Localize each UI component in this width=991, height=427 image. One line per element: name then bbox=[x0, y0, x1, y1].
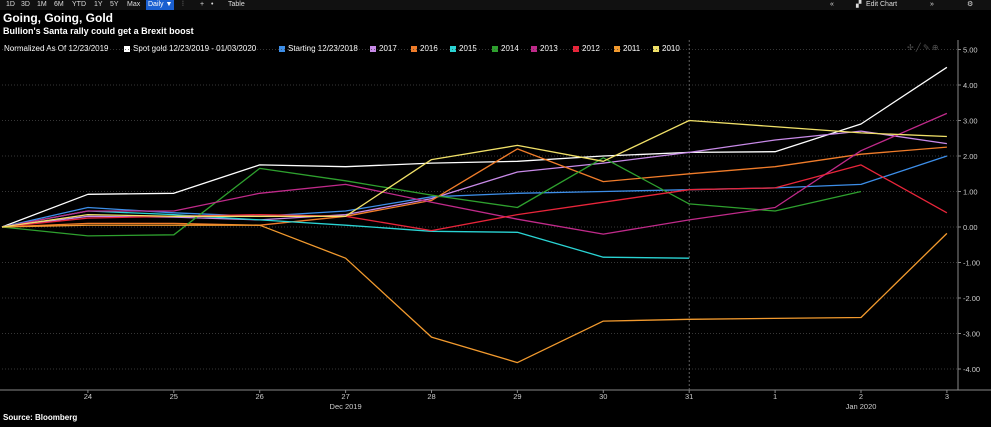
legend-item[interactable]: 2016 bbox=[411, 43, 438, 55]
legend-swatch bbox=[411, 45, 417, 52]
legend-swatch bbox=[614, 45, 620, 52]
table-button[interactable]: Table bbox=[228, 1, 245, 8]
legend-item[interactable]: 2010 bbox=[653, 43, 680, 55]
legend-label: 2015 bbox=[459, 44, 477, 53]
range-button-6m[interactable]: 6M bbox=[54, 1, 64, 8]
legend-item[interactable]: 2013 bbox=[531, 43, 558, 55]
source-note: Source: Bloomberg bbox=[3, 413, 78, 422]
legend-swatch bbox=[124, 45, 130, 52]
legend-label: 2013 bbox=[540, 44, 558, 53]
x-tick-label: 27 bbox=[341, 392, 349, 401]
legend-label: 2014 bbox=[501, 44, 519, 53]
chart-title: Going, Going, Gold bbox=[3, 11, 113, 25]
legend-item[interactable]: 2017 bbox=[370, 43, 397, 55]
legend-item[interactable]: 2014 bbox=[492, 43, 519, 55]
range-button-ytd[interactable]: YTD bbox=[72, 1, 86, 8]
legend-swatch bbox=[370, 45, 376, 52]
double-chevron-left-icon[interactable]: « bbox=[830, 1, 834, 8]
legend-label: 2017 bbox=[379, 44, 397, 53]
legend-label: 2012 bbox=[582, 44, 600, 53]
x-tick-label: 3 bbox=[945, 392, 949, 401]
frequency-dropdown[interactable]: Daily ▼ bbox=[146, 0, 175, 10]
x-group-label: Jan 2020 bbox=[846, 402, 877, 411]
y-tick-label: 2.00 bbox=[963, 152, 978, 161]
gear-icon[interactable]: ⚙ bbox=[967, 1, 974, 8]
legend-label: Starting 12/23/2018 bbox=[288, 44, 358, 53]
y-tick-label: -3.00 bbox=[963, 330, 980, 339]
add-icon[interactable]: + bbox=[200, 1, 205, 8]
x-tick-label: 29 bbox=[513, 392, 521, 401]
x-tick-label: 1 bbox=[773, 392, 777, 401]
toolbar: 1D 3D 1M 6M YTD 1Y 5Y Max Daily ▼ ⫶ + • … bbox=[0, 0, 991, 10]
y-tick-label: 0.00 bbox=[963, 223, 978, 232]
range-button-max[interactable]: Max bbox=[127, 1, 141, 8]
legend-swatch bbox=[450, 45, 456, 52]
legend-swatch bbox=[279, 45, 285, 52]
legend-item[interactable]: Spot gold 12/23/2019 - 01/03/2020 bbox=[124, 43, 256, 55]
legend-normalized-label: Normalized As Of 12/23/2019 bbox=[4, 44, 109, 53]
x-tick-label: 24 bbox=[84, 392, 92, 401]
legend-item[interactable]: 2015 bbox=[450, 43, 477, 55]
legend-item[interactable]: 2011 bbox=[614, 43, 640, 55]
x-tick-label: 31 bbox=[685, 392, 693, 401]
x-tick-label: 30 bbox=[599, 392, 607, 401]
x-tick-label: 28 bbox=[427, 392, 435, 401]
series-line bbox=[1, 112, 948, 235]
chart-tool-icons[interactable]: ✢ ╱ ✎ ⊕ bbox=[907, 43, 939, 52]
x-group-label: Dec 2019 bbox=[330, 402, 362, 411]
y-tick-label: 4.00 bbox=[963, 81, 978, 90]
range-button-3d[interactable]: 3D bbox=[21, 1, 30, 8]
edit-chart-icon[interactable]: ▞ bbox=[856, 1, 862, 8]
series-line bbox=[1, 146, 947, 228]
series-line bbox=[1, 224, 948, 364]
range-button-1m[interactable]: 1M bbox=[37, 1, 47, 8]
legend-swatch bbox=[531, 45, 537, 52]
y-tick-label: -1.00 bbox=[963, 259, 980, 268]
legend-label: 2011 bbox=[623, 44, 641, 53]
legend-label: 2010 bbox=[662, 44, 680, 53]
x-tick-label: 26 bbox=[256, 392, 264, 401]
y-tick-label: 1.00 bbox=[963, 188, 978, 197]
legend-label: 2016 bbox=[420, 44, 438, 53]
legend-swatch bbox=[492, 45, 498, 52]
range-button-1y[interactable]: 1Y bbox=[94, 1, 103, 8]
legend-item[interactable]: 2012 bbox=[573, 43, 600, 55]
range-button-5y[interactable]: 5Y bbox=[110, 1, 119, 8]
x-tick-label: 2 bbox=[859, 392, 863, 401]
bar-chart-icon[interactable]: ⫶ bbox=[182, 1, 184, 8]
series-line bbox=[1, 119, 947, 228]
series-line bbox=[1, 130, 947, 228]
range-button-1d[interactable]: 1D bbox=[6, 1, 15, 8]
more-icon[interactable]: • bbox=[211, 1, 214, 8]
y-tick-label: -2.00 bbox=[963, 294, 980, 303]
edit-chart-button[interactable]: Edit Chart bbox=[866, 1, 898, 8]
legend-item[interactable]: Starting 12/23/2018 bbox=[279, 43, 358, 55]
chart-subtitle: Bullion's Santa rally could get a Brexit… bbox=[3, 26, 194, 36]
series-line bbox=[1, 155, 948, 228]
legend-swatch bbox=[653, 45, 659, 52]
y-tick-label: 3.00 bbox=[963, 117, 978, 126]
y-tick-label: -4.00 bbox=[963, 365, 980, 374]
series-line bbox=[1, 66, 948, 228]
series-line bbox=[1, 157, 862, 237]
legend-label: Spot gold 12/23/2019 - 01/03/2020 bbox=[133, 44, 257, 53]
x-tick-label: 25 bbox=[170, 392, 178, 401]
double-chevron-right-icon[interactable]: » bbox=[930, 1, 934, 8]
legend-swatch bbox=[573, 45, 579, 52]
y-tick-label: 5.00 bbox=[963, 46, 978, 55]
series-line bbox=[1, 210, 690, 259]
